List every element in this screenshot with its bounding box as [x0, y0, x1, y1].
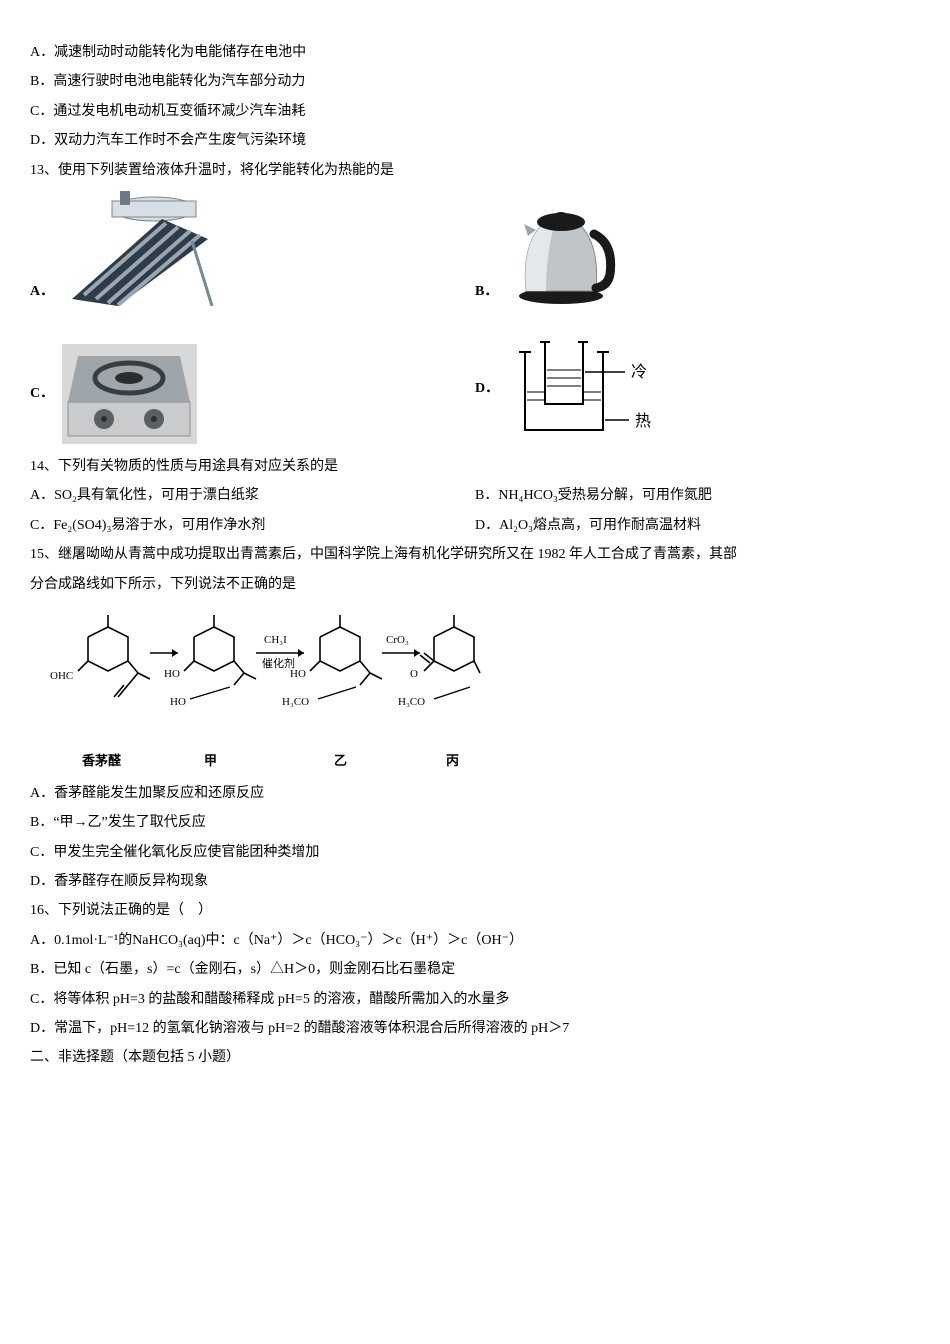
q14-option-c: C．Fe₂(SO4)₃易溶于水，可用作净水剂 — [30, 511, 475, 540]
solar-heater-icon — [62, 191, 222, 306]
q16-option-d: D．常温下，pH=12 的氢氧化钠溶液与 pH=2 的醋酸溶液等体积混合后所得溶… — [30, 1014, 920, 1043]
svg-text:OHC: OHC — [50, 670, 73, 682]
q15-option-b: B．“甲→乙”发生了取代反应 — [30, 808, 920, 837]
label-jia: 甲 — [204, 753, 217, 768]
q13-b-label: B． — [475, 277, 498, 306]
q15-option-d: D．香茅醛存在顺反异构现象 — [30, 867, 920, 896]
q14-row-2: C．Fe₂(SO4)₃易溶于水，可用作净水剂 D．Al₂O₃熔点高，可用作耐高温… — [30, 511, 920, 540]
q15-option-c: C．甲发生完全催化氧化反应使官能团种类增加 — [30, 838, 920, 867]
q16-option-b: B．已知 c（石墨，s）=c（金刚石，s）△H＞0，则金刚石比石墨稳定 — [30, 955, 920, 984]
q12-option-b: B．高速行驶时电池电能转化为汽车部分动力 — [30, 67, 920, 96]
q13-d-label: D． — [475, 374, 499, 403]
q14-option-b: B．NH₄HCO₃受热易分解，可用作氮肥 — [475, 481, 920, 510]
q16-stem: 16、下列说法正确的是（ ） — [30, 896, 920, 925]
svg-text:CrO₃: CrO₃ — [386, 634, 409, 646]
q13-row-2: C． D． — [30, 334, 920, 444]
q14-row-1: A．SO₂具有氧化性，可用于漂白纸浆 B．NH₄HCO₃受热易分解，可用作氮肥 — [30, 481, 920, 510]
label-yi: 乙 — [334, 753, 347, 768]
label-bing: 丙 — [446, 753, 459, 768]
label-xiangmaoqian: 香茅醛 — [81, 753, 122, 768]
svg-text:HO: HO — [170, 696, 186, 708]
hot-label: 热 — [635, 412, 651, 430]
svg-text:CH₃I: CH₃I — [264, 634, 287, 646]
q12-option-d: D．双动力汽车工作时不会产生废气污染环境 — [30, 126, 920, 155]
q16-option-c: C．将等体积 pH=3 的盐酸和醋酸稀释成 pH=5 的溶液，醋酸所需加入的水量… — [30, 985, 920, 1014]
svg-text:HO: HO — [164, 668, 180, 680]
q15-option-a: A．香茅醛能发生加聚反应和还原反应 — [30, 779, 920, 808]
q12-option-a: A．减速制动时动能转化为电能储存在电池中 — [30, 38, 920, 67]
svg-text:HO: HO — [290, 668, 306, 680]
q14-stem: 14、下列有关物质的性质与用途具有对应关系的是 — [30, 452, 920, 481]
q16-option-a: A．0.1mol·L⁻¹的NaHCO₃(aq)中：c（Na⁺）＞c（HCO₃⁻）… — [30, 926, 920, 955]
q13-a-label: A． — [30, 277, 54, 306]
svg-text:H₃CO: H₃CO — [282, 696, 309, 708]
q13-row-1: A． B． — [30, 191, 920, 306]
q14-option-d: D．Al₂O₃熔点高，可用作耐高温材料 — [475, 511, 920, 540]
q15-stem-1: 15、继屠呦呦从青蒿中成功提取出青蒿素后，中国科学院上海有机化学研究所又在 19… — [30, 540, 920, 569]
q12-option-c: C．通过发电机电动机互变循环减少汽车油耗 — [30, 97, 920, 126]
gas-stove-icon — [62, 344, 197, 444]
q13-stem: 13、使用下列装置给液体升温时，将化学能转化为热能的是 — [30, 156, 920, 185]
synthesis-route-icon: OHC 香茅醛 HO HO 甲 CH₃I 催化剂 — [42, 605, 920, 775]
q14-option-a: A．SO₂具有氧化性，可用于漂白纸浆 — [30, 481, 475, 510]
svg-text:H₃CO: H₃CO — [398, 696, 425, 708]
svg-text:O: O — [410, 668, 418, 680]
section-2-header: 二、非选择题（本题包括 5 小题） — [30, 1043, 920, 1072]
electric-kettle-icon — [506, 196, 621, 306]
cold-label: 冷 — [631, 363, 647, 381]
beaker-setup-icon: 冷 热 — [507, 334, 677, 444]
q15-stem-2: 分合成路线如下所示，下列说法不正确的是 — [30, 570, 920, 599]
q13-c-label: C． — [30, 379, 54, 408]
